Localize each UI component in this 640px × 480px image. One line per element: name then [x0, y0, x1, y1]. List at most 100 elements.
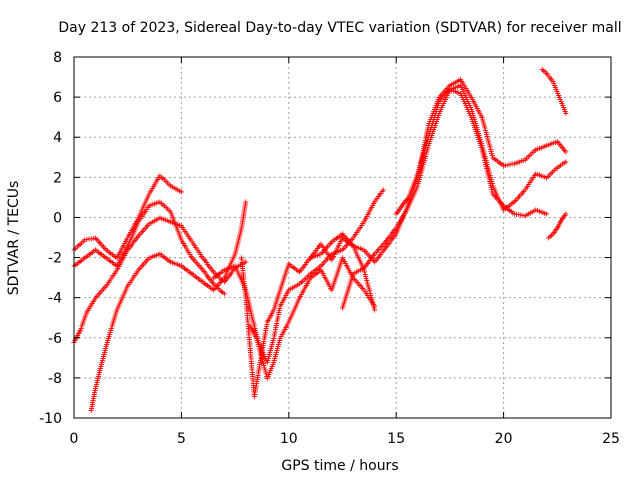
data-point: +	[482, 155, 488, 166]
data-point: +	[413, 185, 419, 196]
data-point: +	[325, 242, 331, 253]
data-point: +	[487, 170, 493, 181]
data-point: +	[513, 209, 519, 220]
data-point: +	[372, 301, 378, 312]
data-point: +	[117, 256, 123, 267]
data-point: +	[276, 289, 282, 300]
data-point: +	[175, 227, 181, 238]
data-point: +	[305, 277, 311, 288]
data-point: +	[132, 218, 138, 229]
data-point: +	[447, 85, 453, 96]
data-point: +	[111, 259, 117, 270]
data-point: +	[341, 257, 347, 268]
data-point: +	[441, 99, 447, 110]
data-point: +	[146, 201, 152, 212]
data-point: +	[252, 389, 258, 400]
data-point: +	[91, 391, 97, 402]
data-point: +	[518, 210, 524, 221]
data-point: +	[489, 187, 495, 198]
data-point: +	[192, 256, 198, 267]
data-point: +	[88, 406, 94, 417]
data-point: +	[76, 241, 82, 252]
data-point: +	[388, 229, 394, 240]
data-point: +	[173, 259, 179, 270]
data-point: +	[433, 119, 439, 130]
data-point: +	[225, 272, 231, 283]
data-point: +	[250, 372, 256, 383]
series-track-3: ++++++++++++++++++++++++++++++++++++++++…	[71, 213, 249, 348]
data-point: +	[381, 239, 387, 250]
data-point: +	[518, 156, 524, 167]
data-point: +	[493, 155, 499, 166]
data-point: +	[267, 312, 273, 323]
data-point: +	[461, 89, 467, 100]
data-point: +	[440, 101, 446, 112]
data-point: +	[538, 207, 544, 218]
data-point: +	[271, 305, 277, 316]
data-point: +	[262, 365, 268, 376]
data-point: +	[256, 344, 262, 355]
data-point: +	[411, 189, 417, 200]
data-point: +	[234, 265, 240, 276]
data-point: +	[238, 253, 244, 264]
data-point: +	[399, 201, 405, 212]
data-point: +	[135, 231, 141, 242]
data-point: +	[153, 250, 159, 261]
data-point: +	[563, 209, 569, 220]
data-point: +	[404, 203, 410, 214]
data-point: +	[528, 149, 534, 160]
data-point: +	[272, 353, 278, 364]
data-point: +	[338, 237, 344, 248]
data-point: +	[466, 99, 472, 110]
data-point: +	[217, 285, 223, 296]
data-point: +	[327, 251, 333, 262]
data-point: +	[268, 310, 274, 321]
data-point: +	[374, 254, 380, 265]
data-point: +	[142, 199, 148, 210]
data-point: +	[400, 213, 406, 224]
data-point: +	[277, 335, 283, 346]
data-point: +	[517, 191, 523, 202]
data-point: +	[247, 341, 253, 352]
data-point: +	[499, 199, 505, 210]
data-point: +	[396, 218, 402, 229]
data-point: +	[369, 295, 375, 306]
data-point: +	[365, 282, 371, 293]
data-point: +	[385, 234, 391, 245]
data-point: +	[546, 233, 552, 244]
data-point: +	[416, 177, 422, 188]
x-tick-label: 20	[495, 431, 513, 447]
data-point: +	[109, 272, 115, 283]
data-point: +	[430, 117, 436, 128]
data-point: +	[286, 285, 292, 296]
data-point: +	[418, 159, 424, 170]
data-point: +	[508, 207, 514, 218]
data-point: +	[246, 326, 252, 337]
data-point: +	[551, 228, 557, 239]
data-point: +	[483, 127, 489, 138]
data-point: +	[326, 252, 332, 263]
data-point: +	[529, 174, 535, 185]
data-point: +	[515, 158, 521, 169]
data-point: +	[133, 217, 139, 228]
data-point: +	[266, 349, 272, 360]
data-point: +	[277, 301, 283, 312]
data-point: +	[99, 241, 105, 252]
data-point: +	[544, 173, 550, 184]
data-point: +	[89, 247, 95, 258]
data-point: +	[415, 169, 421, 180]
data-point: +	[434, 105, 440, 116]
data-point: +	[131, 227, 137, 238]
data-point: +	[470, 111, 476, 122]
data-point: +	[423, 149, 429, 160]
data-point: +	[239, 221, 245, 232]
series-track-1: ++++++++++++++++++++++++++++++++++++++++…	[71, 171, 184, 264]
data-point: +	[243, 293, 249, 304]
data-point: +	[274, 316, 280, 327]
data-point: +	[300, 262, 306, 273]
data-point: +	[262, 330, 268, 341]
data-point: +	[263, 367, 269, 378]
data-point: +	[128, 233, 134, 244]
data-point: +	[335, 242, 341, 253]
data-point: +	[112, 252, 118, 263]
